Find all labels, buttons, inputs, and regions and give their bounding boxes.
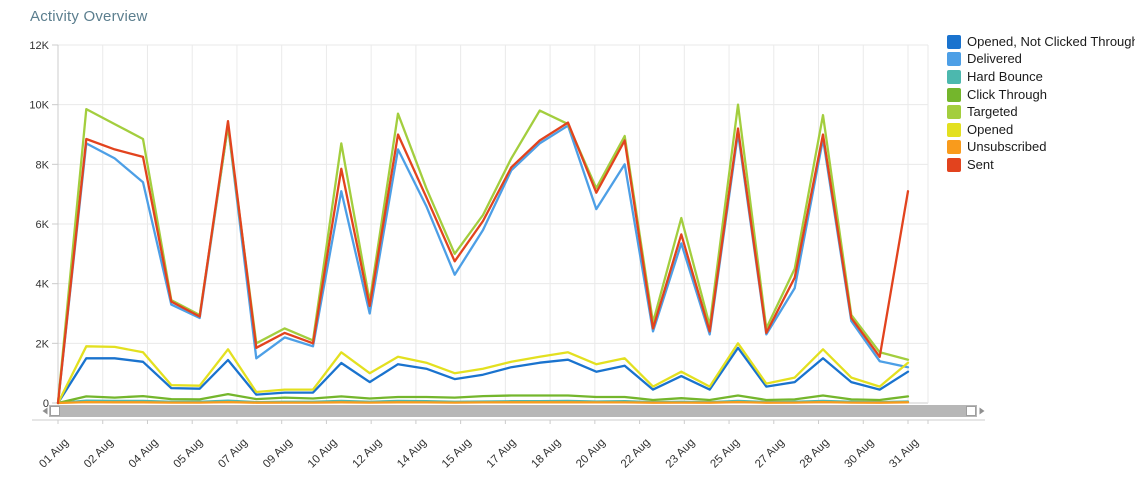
y-axis-label: 4K bbox=[36, 279, 50, 291]
series-line-delivered bbox=[56, 124, 910, 405]
y-axis-label: 0 bbox=[43, 398, 49, 410]
legend-label: Opened, Not Clicked Through bbox=[967, 33, 1135, 49]
x-axis-label: 15 Aug bbox=[440, 437, 474, 471]
x-axis-label: 09 Aug bbox=[261, 437, 295, 471]
x-axis-label: 18 Aug bbox=[529, 437, 563, 471]
series-line-opened-not-clicked-through bbox=[56, 346, 910, 405]
series-line-targeted bbox=[56, 103, 910, 405]
legend-item-click-through[interactable]: Click Through bbox=[947, 86, 1135, 104]
x-axis-label: 10 Aug bbox=[306, 437, 340, 471]
y-axis-label: 12K bbox=[29, 40, 49, 52]
x-axis-label: 14 Aug bbox=[395, 437, 429, 471]
x-axis-label: 22 Aug bbox=[619, 437, 653, 471]
y-axis-label: 8K bbox=[36, 159, 50, 171]
x-axis-label: 05 Aug bbox=[172, 437, 206, 471]
legend-item-opened-not-clicked-through[interactable]: Opened, Not Clicked Through bbox=[947, 33, 1135, 51]
series-line-opened bbox=[56, 342, 910, 405]
y-axis-label: 2K bbox=[36, 338, 50, 350]
x-axis-label: 17 Aug bbox=[485, 437, 519, 471]
legend-swatch bbox=[947, 140, 961, 155]
legend-item-unsubscribed[interactable]: Unsubscribed bbox=[947, 139, 1135, 157]
chart-scrollbar-track[interactable] bbox=[49, 405, 977, 417]
legend-label: Click Through bbox=[967, 86, 1047, 102]
scrollbar-left-arrow-icon[interactable] bbox=[42, 407, 48, 415]
legend-label: Unsubscribed bbox=[967, 139, 1047, 155]
legend-item-sent[interactable]: Sent bbox=[947, 156, 1135, 174]
x-axis-label: 30 Aug bbox=[843, 437, 877, 471]
series-line-sent bbox=[56, 119, 910, 405]
legend-label: Hard Bounce bbox=[967, 68, 1043, 84]
legend-swatch bbox=[947, 87, 961, 102]
legend-item-delivered[interactable]: Delivered bbox=[947, 51, 1135, 69]
legend-swatch bbox=[947, 69, 961, 84]
legend-item-targeted[interactable]: Targeted bbox=[947, 103, 1135, 121]
legend-swatch bbox=[947, 122, 961, 137]
x-axis-label: 01 Aug bbox=[37, 437, 71, 471]
legend-swatch bbox=[947, 105, 961, 120]
legend-swatch bbox=[947, 34, 961, 49]
legend-label: Targeted bbox=[967, 104, 1018, 120]
x-axis-label: 31 Aug bbox=[887, 437, 921, 471]
legend-swatch bbox=[947, 157, 961, 172]
legend-label: Opened bbox=[967, 121, 1014, 137]
legend-label: Sent bbox=[967, 156, 994, 172]
x-axis-label: 02 Aug bbox=[82, 437, 116, 471]
x-axis-label: 25 Aug bbox=[708, 437, 742, 471]
x-axis-label: 04 Aug bbox=[127, 437, 161, 471]
x-axis-label: 28 Aug bbox=[798, 437, 832, 471]
scrollbar-right-handle[interactable] bbox=[966, 406, 976, 416]
y-axis-label: 10K bbox=[29, 100, 49, 112]
y-axis-label: 6K bbox=[36, 219, 50, 231]
x-axis-label: 12 Aug bbox=[350, 437, 384, 471]
x-axis-label: 07 Aug bbox=[216, 437, 250, 471]
legend-item-opened[interactable]: Opened bbox=[947, 121, 1135, 139]
series-line-click-through bbox=[56, 392, 910, 405]
x-axis-label: 27 Aug bbox=[753, 437, 787, 471]
legend-swatch bbox=[947, 52, 961, 67]
legend-label: Delivered bbox=[967, 51, 1022, 67]
series-line-unsubscribed bbox=[56, 400, 910, 405]
chart-title: Activity Overview bbox=[30, 8, 148, 25]
legend: Opened, Not Clicked Through Delivered Hard… bbox=[947, 33, 1135, 174]
x-axis-label: 20 Aug bbox=[574, 437, 608, 471]
scrollbar-left-handle[interactable] bbox=[50, 406, 60, 416]
scrollbar-right-arrow-icon[interactable] bbox=[979, 407, 985, 415]
x-axis-label: 23 Aug bbox=[664, 437, 698, 471]
legend-item-hard-bounce[interactable]: Hard Bounce bbox=[947, 68, 1135, 86]
